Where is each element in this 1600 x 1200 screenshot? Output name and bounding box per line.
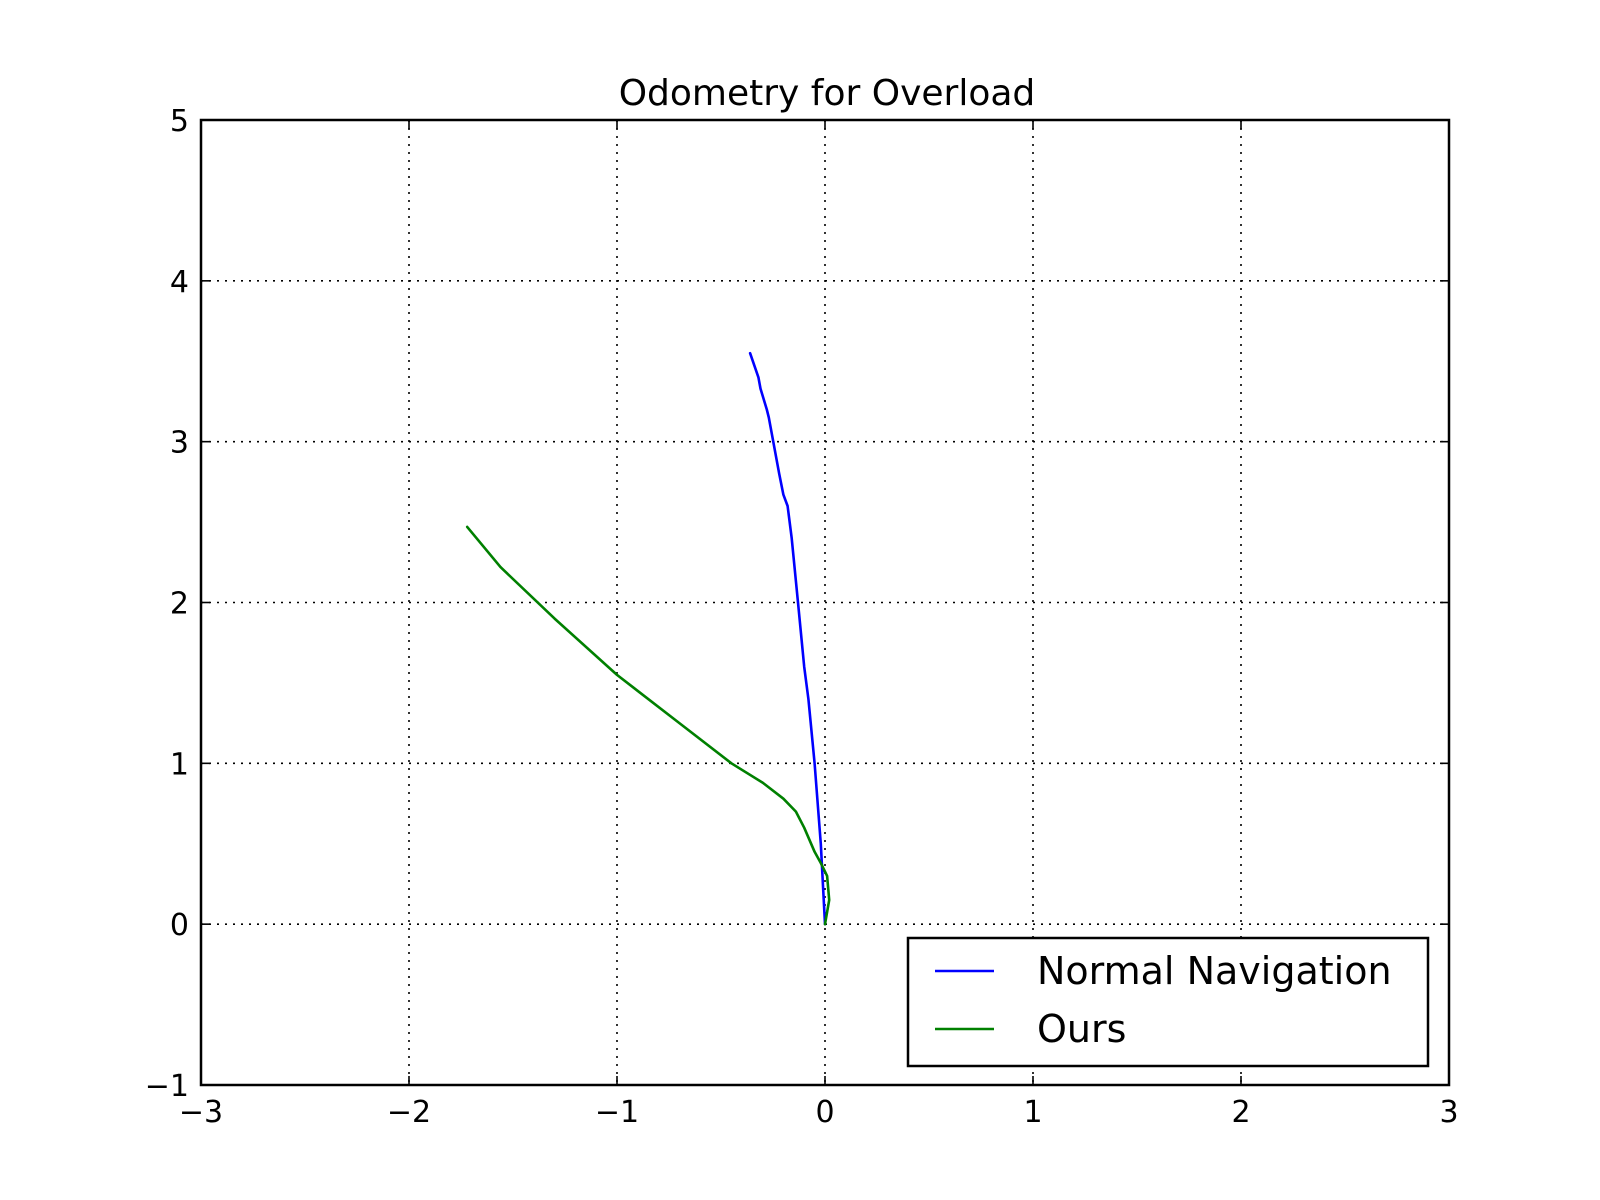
y-tick-label: 5 [170, 104, 189, 139]
legend-label-ours: Ours [1037, 1007, 1126, 1051]
y-tick-label: 2 [170, 587, 189, 622]
x-tick-label: 2 [1231, 1095, 1250, 1130]
chart-title: Odometry for Overload [619, 73, 1036, 114]
x-tick-label: 3 [1439, 1095, 1458, 1130]
legend: Normal Navigation Ours [906, 936, 1430, 1068]
y-tick-label: −1 [145, 1069, 189, 1104]
tick-labels: −3 −2 −1 0 1 2 3 −1 0 1 2 3 4 5 [145, 104, 1459, 1130]
y-tick-label: 0 [170, 908, 189, 943]
x-tick-label: −3 [179, 1095, 223, 1130]
y-tick-label: 4 [170, 265, 189, 300]
series-line-normal-navigation [748, 351, 827, 926]
legend-label-normal-navigation: Normal Navigation [1037, 949, 1392, 993]
series-layer [465, 351, 831, 926]
x-tick-label: 1 [1023, 1095, 1042, 1130]
y-tick-label: 1 [170, 747, 189, 782]
x-tick-label: −1 [595, 1095, 639, 1130]
x-tick-label: 0 [815, 1095, 834, 1130]
y-tick-label: 3 [170, 426, 189, 461]
legend-box [906, 936, 1430, 1068]
series-line-ours [465, 525, 831, 926]
x-tick-label: −2 [387, 1095, 431, 1130]
axis-ticks [200, 119, 1450, 1086]
